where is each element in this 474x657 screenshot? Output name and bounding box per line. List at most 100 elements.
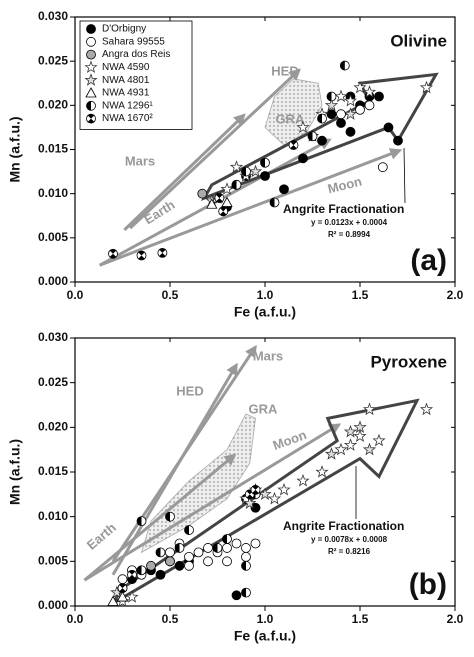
data-point xyxy=(345,126,356,137)
trend-arrow xyxy=(83,453,237,582)
marker-shape xyxy=(84,73,98,86)
data-point xyxy=(108,248,118,259)
marker-shape xyxy=(221,196,233,207)
marker-shape xyxy=(364,100,375,111)
legend-marker xyxy=(86,36,96,47)
legend-label: NWA 4801 xyxy=(102,75,150,86)
data-point xyxy=(307,131,318,142)
marker-shape xyxy=(260,171,270,181)
legend-label: NWA 4931 xyxy=(102,88,150,99)
marker-shape xyxy=(277,482,291,496)
data-point xyxy=(374,91,384,102)
trend-arrow xyxy=(111,344,257,563)
trend-label: HED xyxy=(271,63,298,78)
x-tick-label: 0.5 xyxy=(162,288,179,302)
trend-arrow xyxy=(129,68,301,230)
x-tick-label: 0.0 xyxy=(67,612,84,626)
data-point xyxy=(117,583,128,594)
data-point xyxy=(222,556,232,567)
legend-marker xyxy=(84,60,98,74)
y-tick-label: 0.025 xyxy=(38,53,68,67)
data-point xyxy=(353,429,367,442)
y-tick-label: 0.005 xyxy=(38,554,68,568)
marker-shape xyxy=(155,569,166,580)
data-point xyxy=(248,164,263,178)
trend-arrow xyxy=(83,423,342,582)
y-tick-label: 0.020 xyxy=(38,420,68,434)
data-point xyxy=(155,569,166,580)
marker-shape xyxy=(377,162,388,173)
chart-title: Pyroxene xyxy=(370,352,447,371)
marker-shape xyxy=(355,104,365,115)
data-point xyxy=(326,91,337,102)
data-point xyxy=(220,182,234,195)
data-point xyxy=(377,162,388,173)
data-point xyxy=(343,107,358,120)
y-axis-label: Mn (a.f.u.) xyxy=(7,116,23,182)
data-point xyxy=(136,516,147,527)
data-point xyxy=(117,574,128,585)
data-point xyxy=(343,438,358,451)
marker-shape xyxy=(296,473,310,487)
data-point xyxy=(165,556,175,567)
marker-shape xyxy=(220,182,234,195)
fractionation-r2: R² = 0.8216 xyxy=(328,547,371,556)
marker-shape xyxy=(117,574,128,585)
plot-frame xyxy=(74,337,456,607)
marker-shape xyxy=(345,126,356,137)
data-point xyxy=(229,160,244,173)
data-point xyxy=(296,473,310,487)
trend-label: Mars xyxy=(253,348,283,363)
data-point xyxy=(336,109,346,120)
marker-shape xyxy=(216,193,223,203)
marker-shape xyxy=(138,251,145,260)
marker-shape xyxy=(119,583,126,593)
marker-shape xyxy=(419,80,434,94)
y-tick-label: 0.010 xyxy=(38,509,68,523)
data-point xyxy=(116,591,129,602)
data-point xyxy=(324,98,339,111)
data-point xyxy=(203,543,213,553)
marker-shape xyxy=(343,107,358,120)
data-point xyxy=(241,166,251,177)
data-point xyxy=(157,247,168,258)
marker-shape xyxy=(343,438,358,451)
marker-shape xyxy=(343,93,358,107)
data-point xyxy=(214,193,225,203)
data-point xyxy=(288,140,299,150)
y-tick-label: 0.030 xyxy=(38,9,68,23)
data-point xyxy=(174,543,185,553)
marker-shape xyxy=(165,556,175,567)
data-point xyxy=(250,538,261,549)
y-tick-label: 0.000 xyxy=(38,598,68,612)
marker-shape xyxy=(116,591,129,602)
data-point xyxy=(269,197,280,208)
marker-shape xyxy=(86,49,96,60)
data-point xyxy=(206,198,218,209)
data-point xyxy=(343,424,358,438)
x-tick-label: 1.5 xyxy=(352,612,369,626)
data-point xyxy=(197,188,208,199)
x-tick-label: 2.0 xyxy=(447,288,464,302)
data-point xyxy=(258,487,272,500)
marker-shape xyxy=(343,424,358,438)
data-point xyxy=(231,179,242,190)
data-point xyxy=(203,556,213,567)
trend-label: Mars xyxy=(125,153,155,168)
legend-label: NWA 1670² xyxy=(102,113,153,124)
data-point xyxy=(241,587,251,598)
data-point xyxy=(222,543,232,553)
marker-shape xyxy=(128,570,136,580)
data-point xyxy=(383,122,394,133)
marker-shape xyxy=(324,447,339,460)
marker-shape xyxy=(193,547,204,558)
marker-shape xyxy=(213,543,218,553)
marker-shape xyxy=(86,24,96,34)
y-axis-label: Mn (a.f.u.) xyxy=(7,439,23,505)
y-tick-label: 0.020 xyxy=(38,98,68,112)
y-tick-label: 0.015 xyxy=(38,142,68,156)
data-point xyxy=(250,484,261,495)
marker-shape xyxy=(393,135,403,146)
data-point xyxy=(343,93,358,107)
data-point xyxy=(298,153,308,164)
